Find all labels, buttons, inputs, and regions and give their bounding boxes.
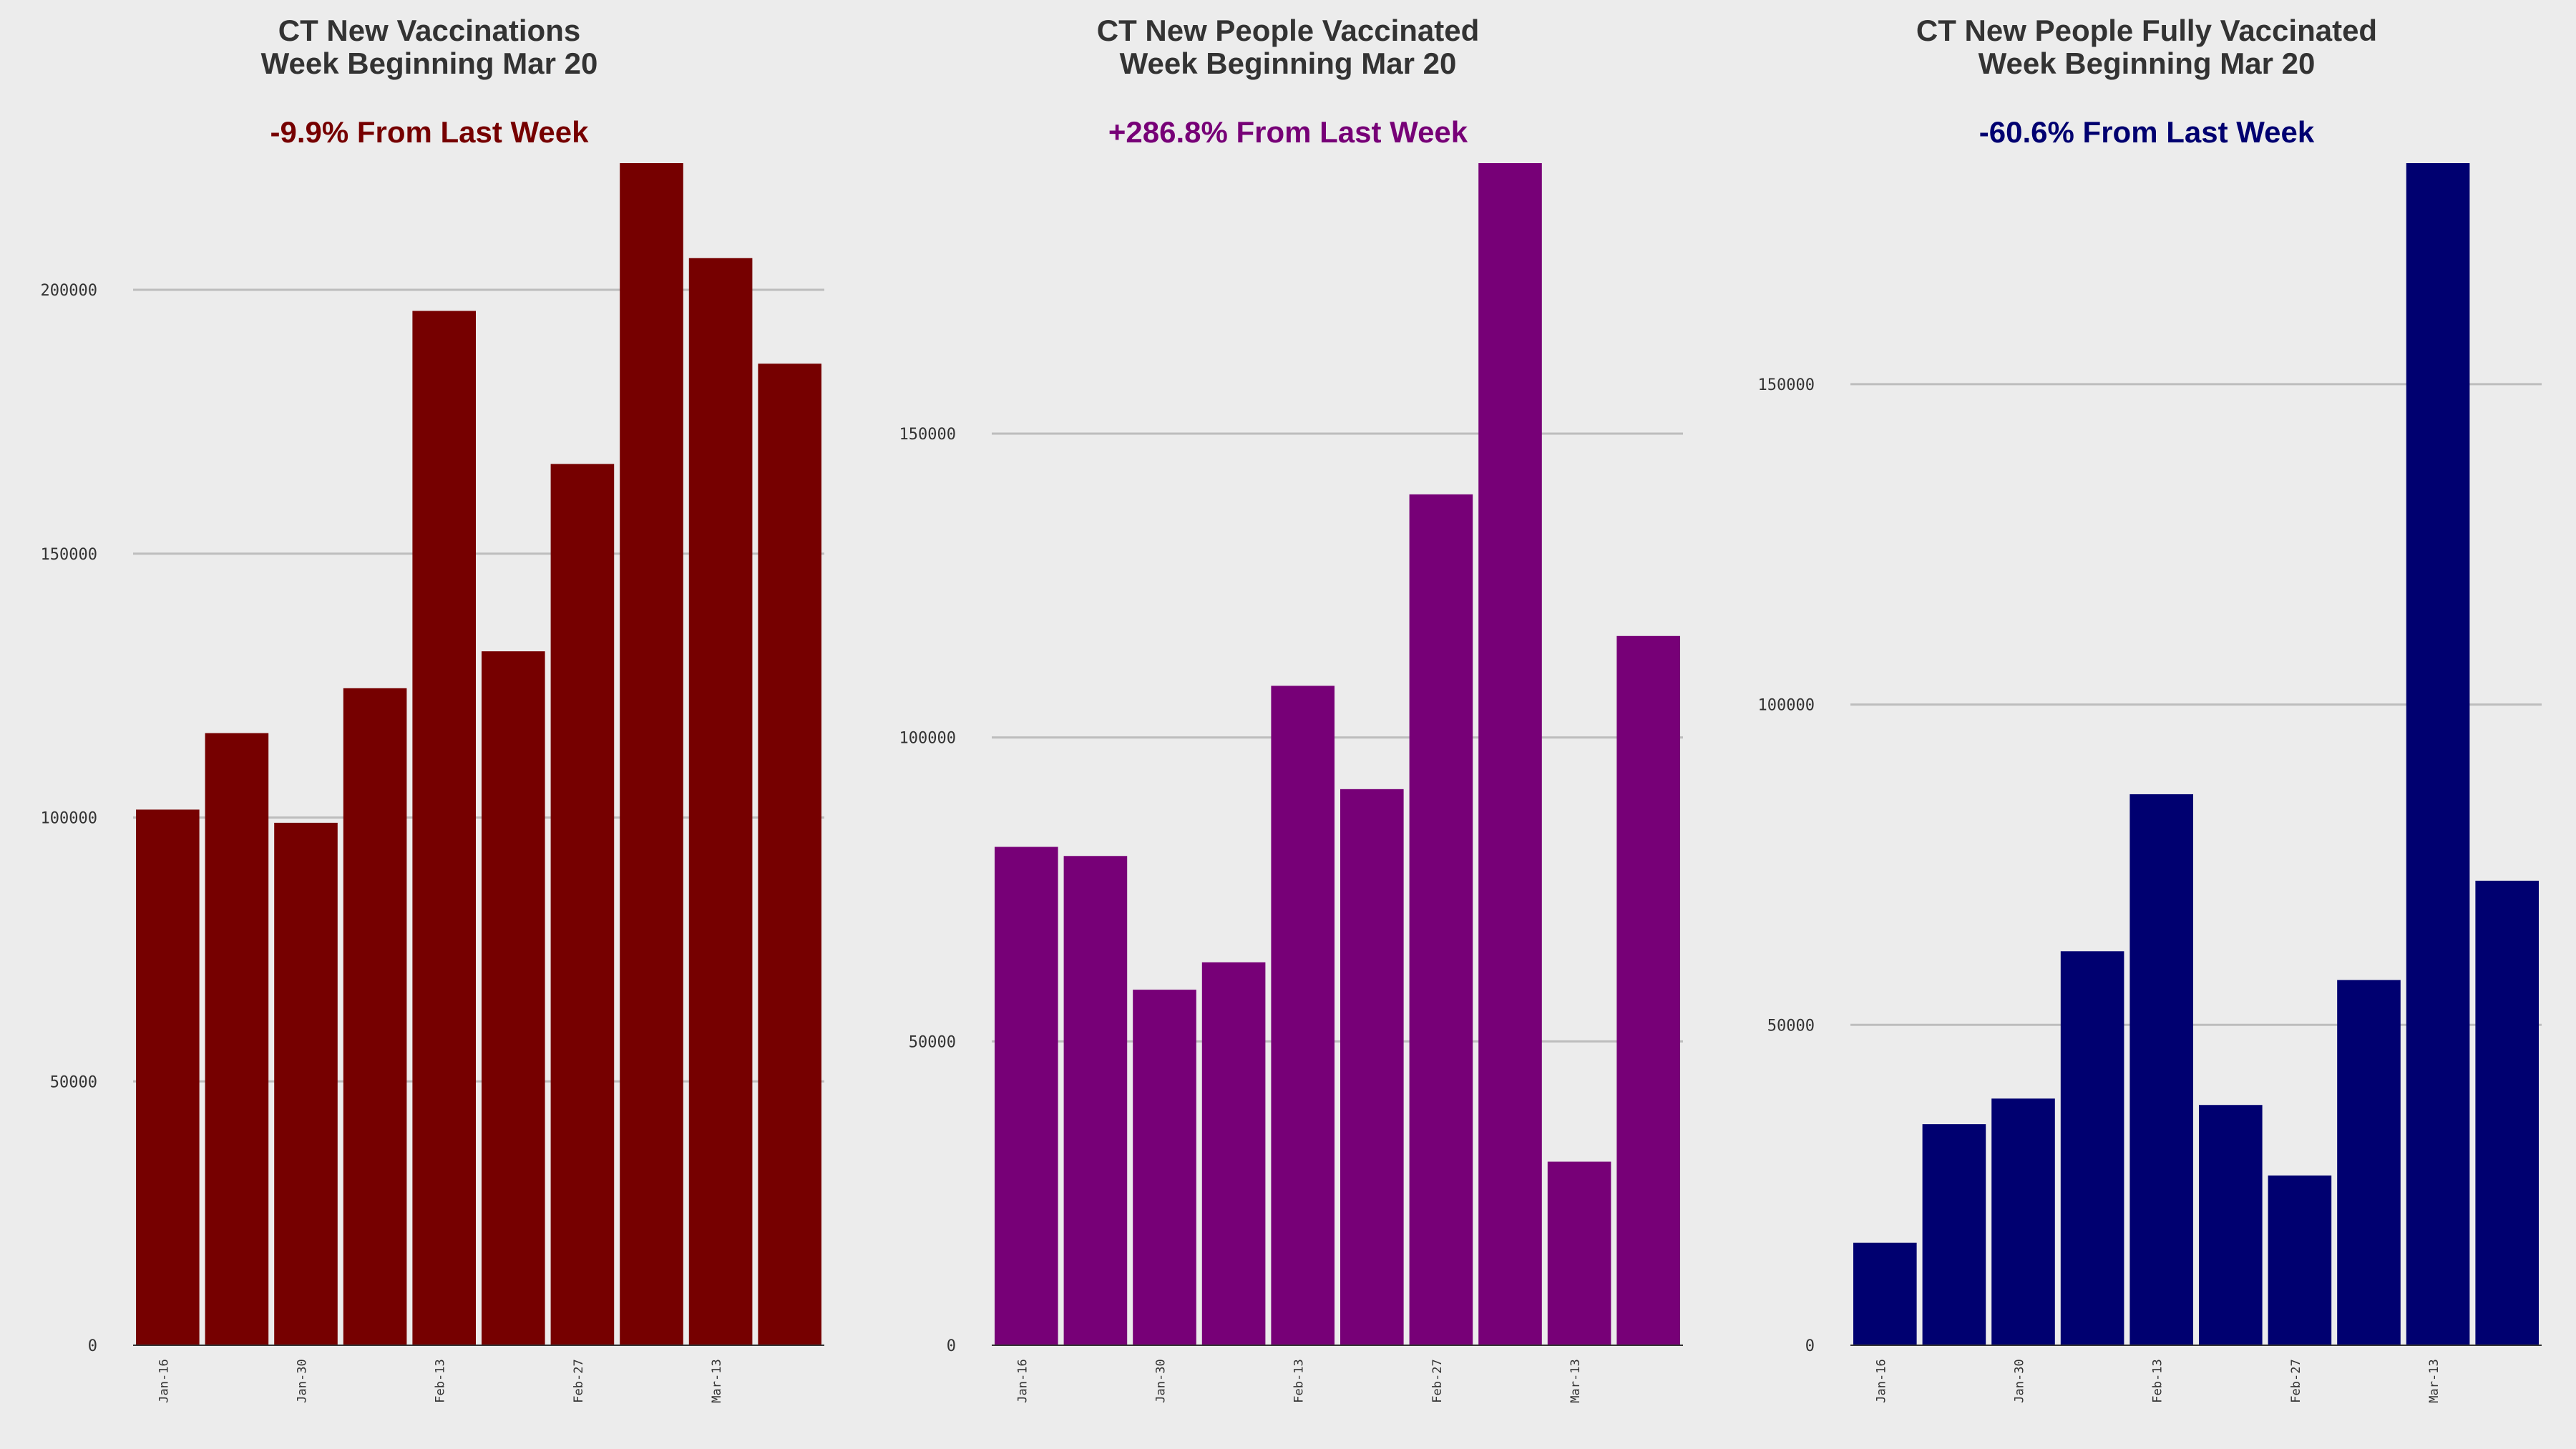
bar (2060, 951, 2124, 1345)
bar (1478, 163, 1542, 1345)
y-tick-label: 50000 (1767, 1017, 1815, 1035)
y-tick-label: 0 (947, 1337, 956, 1355)
y-tick-label: 0 (1805, 1337, 1815, 1355)
bar (550, 464, 615, 1345)
bar (620, 163, 683, 1345)
bar (1409, 494, 1473, 1346)
x-tick-label: Feb-27 (2289, 1359, 2303, 1402)
bar-chart: 0 50000 100000 150000 Jan-16 Jan-30 Feb-13 Feb-… (899, 163, 1683, 1403)
bar (758, 364, 821, 1345)
bar (1271, 686, 1335, 1345)
bar-chart: 0 50000 100000 150000 Jan-16 Jan-30 Feb-13 Feb-… (1758, 163, 2542, 1403)
bar (1133, 990, 1196, 1345)
y-tick-label: 100000 (899, 730, 956, 748)
x-tick-label: Mar-13 (710, 1359, 724, 1402)
y-tick-label: 50000 (909, 1033, 956, 1051)
x-tick-label: Feb-27 (1430, 1359, 1445, 1402)
chart-subtitle: -60.6% From Last Week (1979, 115, 2315, 149)
bar (1201, 962, 1266, 1345)
bar (2406, 163, 2470, 1345)
bar (136, 809, 200, 1345)
bar (688, 258, 753, 1345)
bar (2475, 880, 2539, 1345)
y-tick-label: 100000 (1758, 697, 1815, 715)
bar (274, 822, 338, 1345)
bar (1991, 1098, 2055, 1345)
bar (205, 733, 269, 1345)
x-tick-label: Feb-13 (1292, 1359, 1307, 1402)
bar (2129, 794, 2193, 1345)
y-tick-label: 200000 (41, 282, 97, 300)
chart-panel-new-people-fully-vaccinated: CT New People Fully Vaccinated Week Begi… (1717, 0, 2576, 1449)
bar (1547, 1161, 1611, 1345)
chart-title-line-2: Week Beginning Mar 20 (1119, 47, 1457, 80)
x-tick-label: Feb-13 (434, 1359, 448, 1402)
bar (343, 688, 407, 1345)
chart-title-line-2: Week Beginning Mar 20 (260, 47, 598, 80)
bar-chart: 0 50000 100000 150000 200000 Jan-16 Jan-30 Feb-… (41, 163, 824, 1403)
bar (1340, 789, 1404, 1345)
y-tick-label: 100000 (41, 810, 97, 828)
y-tick-label: 150000 (1758, 376, 1815, 394)
x-tick-label: Jan-16 (1015, 1359, 1030, 1402)
bar (2268, 1175, 2332, 1345)
y-tick-label: 150000 (41, 546, 97, 564)
y-tick-label: 50000 (50, 1073, 97, 1091)
bar (995, 847, 1058, 1345)
bar (1063, 856, 1128, 1345)
bar (2199, 1105, 2263, 1345)
x-tick-label: Feb-13 (2151, 1359, 2165, 1402)
x-tick-label: Jan-16 (157, 1359, 171, 1402)
x-tick-label: Mar-13 (2427, 1359, 2441, 1402)
bar (1922, 1124, 1986, 1345)
chart-title-line-1: CT New People Fully Vaccinated (1916, 14, 2378, 47)
x-tick-label: Jan-30 (2013, 1359, 2027, 1402)
y-tick-label: 150000 (899, 426, 956, 444)
chart-subtitle: +286.8% From Last Week (1108, 115, 1468, 149)
x-tick-label: Jan-30 (1154, 1359, 1169, 1402)
x-tick-label: Feb-27 (572, 1359, 586, 1402)
bar (412, 311, 476, 1345)
bar (1616, 635, 1680, 1345)
chart-title-line-1: CT New Vaccinations (278, 14, 581, 47)
chart-subtitle: -9.9% From Last Week (270, 115, 589, 149)
x-tick-label: Jan-16 (1874, 1359, 1888, 1402)
chart-panel-new-vaccinations: CT New Vaccinations Week Beginning Mar 2… (0, 0, 859, 1449)
chart-panel-new-people-vaccinated: CT New People Vaccinated Week Beginning … (859, 0, 1717, 1449)
x-tick-label: Jan-30 (296, 1359, 310, 1402)
x-tick-label: Mar-13 (1568, 1359, 1583, 1402)
bar (1853, 1242, 1917, 1345)
chart-title-line-1: CT New People Vaccinated (1096, 14, 1480, 47)
y-tick-label: 0 (88, 1337, 97, 1355)
bar (482, 651, 545, 1345)
chart-title-line-2: Week Beginning Mar 20 (1978, 47, 2316, 80)
bar (2337, 980, 2401, 1345)
